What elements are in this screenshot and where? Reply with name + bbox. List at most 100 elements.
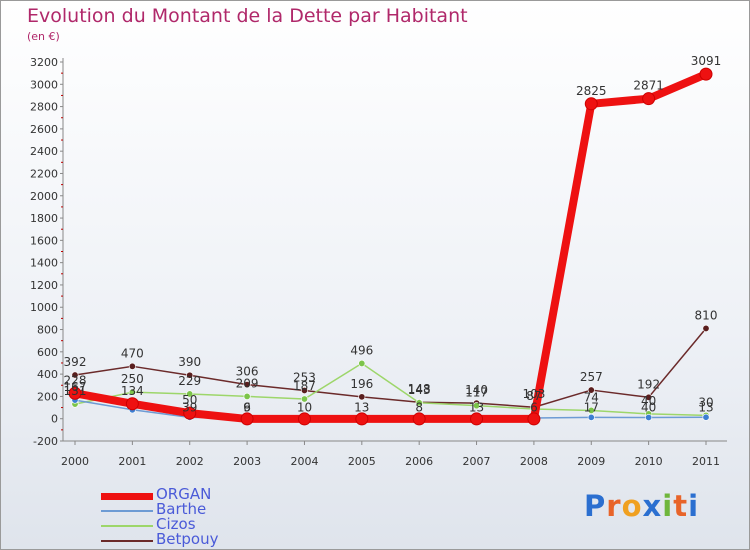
data-label-cizos: 117 <box>465 386 488 400</box>
legend-label: Barthe <box>156 500 207 518</box>
data-label-barthe: 167 <box>64 380 87 394</box>
y-tick-label: 2600 <box>30 123 58 136</box>
logo-letter: r <box>606 489 622 523</box>
data-point-betpouy <box>71 371 79 379</box>
logo-letter: x <box>642 489 663 523</box>
data-label-betpouy: 140 <box>465 383 488 397</box>
series-line-organ <box>71 70 710 423</box>
data-label-extra: 6 <box>530 401 538 415</box>
data-point-organ <box>699 67 713 81</box>
x-tick-label: 2003 <box>233 455 261 468</box>
logo-letter: o <box>621 489 643 523</box>
legend-label: ORGAN <box>156 485 212 503</box>
data-label-betpouy: 470 <box>121 346 144 360</box>
data-label-betpouy: 810 <box>695 308 718 322</box>
data-label-cizos: 40 <box>641 394 656 408</box>
y-tick-label: 2200 <box>30 167 58 180</box>
data-point-betpouy <box>243 381 251 389</box>
y-tick-label: 1000 <box>30 301 58 314</box>
data-label-cizos: 250 <box>121 372 144 386</box>
legend-swatch <box>101 540 153 542</box>
y-tick-label: -200 <box>33 435 58 448</box>
data-label-extra: 8 <box>415 401 423 415</box>
data-label-extra: 13 <box>354 401 369 415</box>
data-point-organ <box>527 412 541 426</box>
data-label-cizos: 187 <box>293 379 316 393</box>
data-point-organ <box>297 412 311 426</box>
y-tick-label: 200 <box>37 390 58 403</box>
data-point-betpouy <box>186 371 194 379</box>
data-point-organ <box>183 406 197 420</box>
legend-swatch <box>101 492 153 500</box>
y-tick-label: 1800 <box>30 212 58 225</box>
data-point-organ <box>68 386 82 400</box>
data-point-barthe <box>645 413 653 421</box>
y-tick-label: 600 <box>37 346 58 359</box>
legend-label: Betpouy <box>156 530 219 548</box>
data-label-cizos: 30 <box>698 395 713 409</box>
x-tick-label: 2011 <box>692 455 720 468</box>
data-label-betpouy: 148 <box>408 382 431 396</box>
x-tick-label: 2009 <box>577 455 605 468</box>
data-point-organ <box>642 92 656 106</box>
data-label-extra: 13 <box>698 401 713 415</box>
chart-subtitle: (en €) <box>27 30 60 43</box>
data-point-organ <box>584 97 598 111</box>
data-point-cizos <box>358 359 366 367</box>
data-point-betpouy <box>128 362 136 370</box>
data-label-extra: 13 <box>469 401 484 415</box>
legend-swatch <box>101 510 153 512</box>
data-point-barthe <box>587 413 595 421</box>
y-tick-label: 3000 <box>30 78 58 91</box>
y-tick-label: 800 <box>37 324 58 337</box>
data-label-cizos: 131 <box>64 384 87 398</box>
data-label-organ: 228 <box>64 373 87 387</box>
data-point-betpouy <box>300 387 308 395</box>
data-point-organ <box>470 412 484 426</box>
y-tick-label: 2400 <box>30 145 58 158</box>
data-point-cizos <box>415 399 423 407</box>
data-label-betpouy: 390 <box>178 355 201 369</box>
data-point-cizos <box>473 402 481 410</box>
data-point-cizos <box>128 388 136 396</box>
data-label-organ: 134 <box>121 384 144 398</box>
data-label-extra: 9 <box>243 401 251 415</box>
y-tick-label: 1400 <box>30 257 58 270</box>
data-label-cizos: 496 <box>350 343 373 357</box>
y-tick-label: 0 <box>51 413 58 426</box>
chart-title: Evolution du Montant de la Dette par Hab… <box>27 5 468 27</box>
data-point-organ <box>125 397 139 411</box>
data-label-extra: 6 <box>243 401 251 415</box>
data-point-cizos <box>243 392 251 400</box>
data-point-cizos <box>587 406 595 414</box>
x-tick-label: 2006 <box>405 455 433 468</box>
y-tick-label: 2000 <box>30 190 58 203</box>
series-line-cizos <box>74 362 707 417</box>
data-label-extra: 40 <box>641 401 656 415</box>
data-point-cizos <box>300 395 308 403</box>
data-label-betpouy: 253 <box>293 371 316 385</box>
data-label-cizos: 209 <box>236 376 259 390</box>
logo-letter: P <box>584 489 607 523</box>
data-point-betpouy <box>358 393 366 401</box>
x-tick-label: 2004 <box>290 455 318 468</box>
proxiti-logo: Proxiti <box>584 489 699 523</box>
data-label-cizos: 229 <box>178 374 201 388</box>
data-point-betpouy <box>587 386 595 394</box>
data-label-cizos: 74 <box>584 390 599 404</box>
y-tick-label: 1600 <box>30 234 58 247</box>
data-label-organ: 2825 <box>576 84 607 98</box>
data-label-betpouy: 103 <box>522 387 545 401</box>
series-line-betpouy <box>74 327 707 408</box>
data-label-organ: 50 <box>182 393 197 407</box>
legend-label: Cizos <box>156 515 196 533</box>
data-point-organ <box>240 412 254 426</box>
data-label-betpouy: 306 <box>236 365 259 379</box>
data-label-organ: 3091 <box>691 54 722 68</box>
x-tick-label: 2007 <box>463 455 491 468</box>
legend-swatch <box>101 525 153 527</box>
data-label-betpouy: 196 <box>350 377 373 391</box>
data-label-organ: 2871 <box>633 79 664 93</box>
